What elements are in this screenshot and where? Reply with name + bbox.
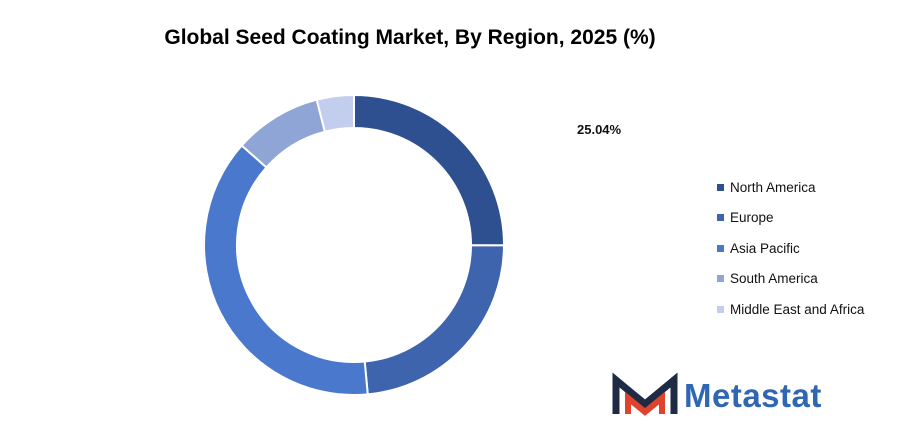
slice-middle-east-africa[interactable] — [315, 93, 355, 133]
legend-swatch — [717, 183, 724, 191]
legend-item-asia-pacific[interactable]: Asia Pacific — [717, 233, 864, 264]
metastat-logo-icon — [612, 372, 678, 416]
legend-swatch — [717, 214, 724, 222]
legend-swatch — [717, 275, 724, 283]
slice-asia-pacific[interactable] — [203, 144, 369, 396]
chart-title: Global Seed Coating Market, By Region, 2… — [164, 26, 656, 49]
legend-swatch — [717, 305, 724, 313]
legend-label: Europe — [730, 210, 774, 226]
legend-label: Middle East and Africa — [730, 301, 865, 317]
legend-item-europe[interactable]: Europe — [717, 203, 864, 234]
legend: North America Europe Asia Pacific South … — [717, 172, 864, 325]
legend-item-north-america[interactable]: North America — [717, 172, 864, 203]
slice-north-america[interactable] — [353, 93, 506, 247]
legend-label: Asia Pacific — [730, 240, 800, 256]
brand-logo: Metastat — [612, 372, 822, 420]
legend-item-middle-east-africa[interactable]: Middle East and Africa — [717, 294, 864, 325]
slice-europe[interactable] — [363, 244, 506, 396]
legend-item-south-america[interactable]: South America — [717, 264, 864, 295]
legend-swatch — [717, 244, 724, 252]
data-label-north-america: 25.04% — [577, 122, 622, 137]
brand-name: Metastat — [684, 377, 822, 414]
slice-south-america[interactable] — [240, 98, 327, 169]
legend-label: South America — [730, 271, 818, 287]
legend-label: North America — [730, 179, 816, 195]
